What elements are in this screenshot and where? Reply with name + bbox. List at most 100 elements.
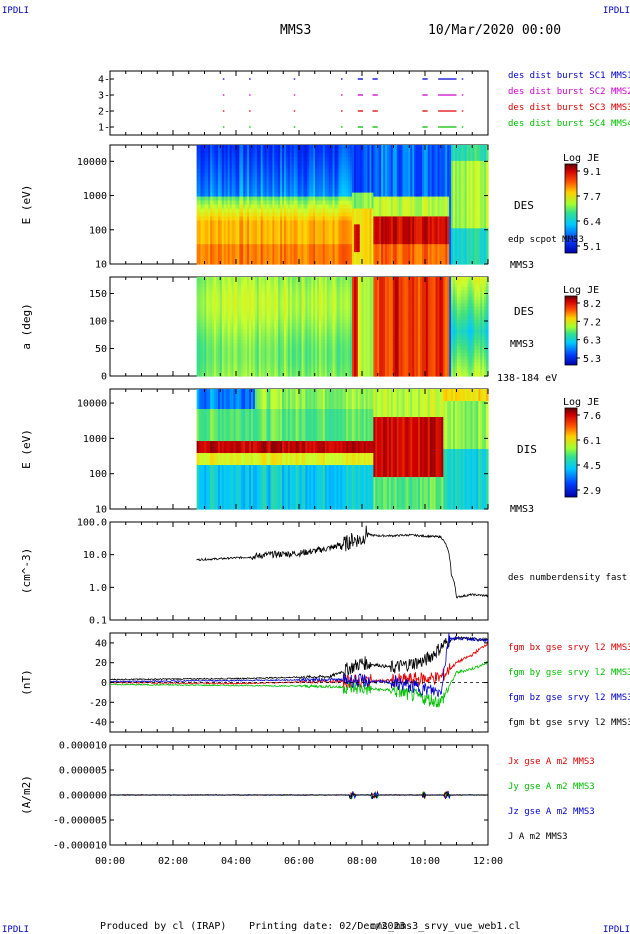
spectrogram-cell [284,168,287,174]
spectrogram-cell [223,220,227,225]
spectrogram-cell [200,244,204,249]
spectrogram-cell [385,212,388,217]
spectrogram-cell [284,260,287,265]
spectrogram-cell [198,192,202,198]
spectrogram-cell [319,188,322,194]
spectrogram-cell [284,176,287,182]
spectrogram-cell [350,208,353,214]
spectrogram-cell [297,176,301,182]
spectrogram-cell [217,176,221,182]
spectrogram-cell [344,148,347,154]
spectrogram-cell [363,152,367,158]
spectrogram-cell [326,232,330,237]
spectrogram-cell [216,172,219,178]
spectrogram-cell [355,232,359,237]
spectrogram-cell [198,248,202,253]
spectrogram-cell [274,228,277,233]
spectrogram-cell [227,252,231,257]
spectrogram-cell [297,212,301,217]
spectrogram-cell [233,204,237,210]
spectrogram-cell [249,240,252,245]
spectrogram-cell [326,200,330,206]
spectrogram-cell [307,192,310,198]
spectrogram-cell [307,164,310,170]
spectrogram-cell [229,204,233,210]
spectrogram-cell [231,145,235,150]
spectrogram-cell [340,208,343,214]
spectrogram-cell [235,168,239,174]
spectrogram-cell [381,152,384,158]
spectrogram-cell [231,216,235,221]
spectrogram-cell [315,152,318,158]
spectrogram-cell [214,164,217,170]
corner-label-top-left: IPDLI [2,6,29,16]
spectrogram-cell [249,212,252,217]
spectrogram-cell [287,228,291,233]
spectrogram-cell [313,244,316,249]
spectrogram-cell [239,224,242,229]
spectrogram-cell [350,244,353,249]
spectrogram-cell [373,160,376,166]
spectrogram-cell [264,252,268,257]
spectrogram-cell [352,164,355,170]
spectrogram-cell [241,212,244,217]
spectrogram-cell [348,145,351,150]
spectrogram-cell [268,192,272,198]
spectrogram-cell [233,216,237,221]
spectrogram-cell [243,204,246,210]
spectrogram-cell [305,204,308,210]
spectrogram-cell [379,244,382,249]
spectrogram-cell [342,145,345,150]
spectrogram-cell [486,164,489,170]
spectrogram-cell [278,145,281,150]
spectrogram-cell [346,152,349,158]
spectrogram-cell [307,260,310,265]
spectrogram-cell [313,236,316,241]
spectrogram-cell [196,220,200,225]
spectrogram-cell [262,260,266,265]
spectrogram-cell [295,236,299,241]
spectrogram-cell [287,156,291,162]
spectrogram-cell [355,220,359,225]
spectrogram-cell [301,172,305,178]
spectrogram-cell [264,228,268,233]
spectrogram-cell [268,244,272,249]
spectrogram-cell [357,232,361,237]
spectrogram-cell [210,168,213,174]
spectrogram-cell [371,228,374,233]
spectrogram-cell [361,212,365,217]
spectrogram-cell [208,164,211,170]
spectrogram-cell [381,168,384,174]
spectrogram-cell [344,260,347,265]
spectrogram-cell [295,252,299,257]
spectrogram-cell [285,244,289,249]
spectrogram-cell [319,228,322,233]
spectrogram-cell [379,180,382,186]
spectrogram-cell [320,240,324,245]
spectrogram-cell [361,240,365,245]
spectrogram-cell [264,260,268,265]
spectrogram-cell [206,148,209,154]
spectrogram-cell [385,228,388,233]
spectrogram-cell [293,164,297,170]
spectrogram-cell [254,244,258,249]
spectrogram-cell [311,156,314,162]
spectrogram-cell [254,176,258,182]
spectrogram-cell [357,145,361,150]
spectrogram-cell [251,145,254,150]
spectrogram-cell [338,248,341,253]
spectrogram-cell [243,212,246,217]
spectrogram-cell [336,224,340,229]
spectrogram-cell [361,188,365,194]
spectrogram-cell [254,152,258,158]
spectrogram-cell [295,172,299,178]
spectrogram-cell [324,204,328,210]
spectrogram-cell [293,260,297,265]
spectrogram-cell [371,220,374,225]
spectrogram-cell [342,156,345,162]
spectrogram-cell [212,168,215,174]
spectrogram-cell [237,148,240,154]
spectrogram-cell [301,152,305,158]
spectrogram-cell [214,216,217,221]
spectrogram-cell [315,192,318,198]
